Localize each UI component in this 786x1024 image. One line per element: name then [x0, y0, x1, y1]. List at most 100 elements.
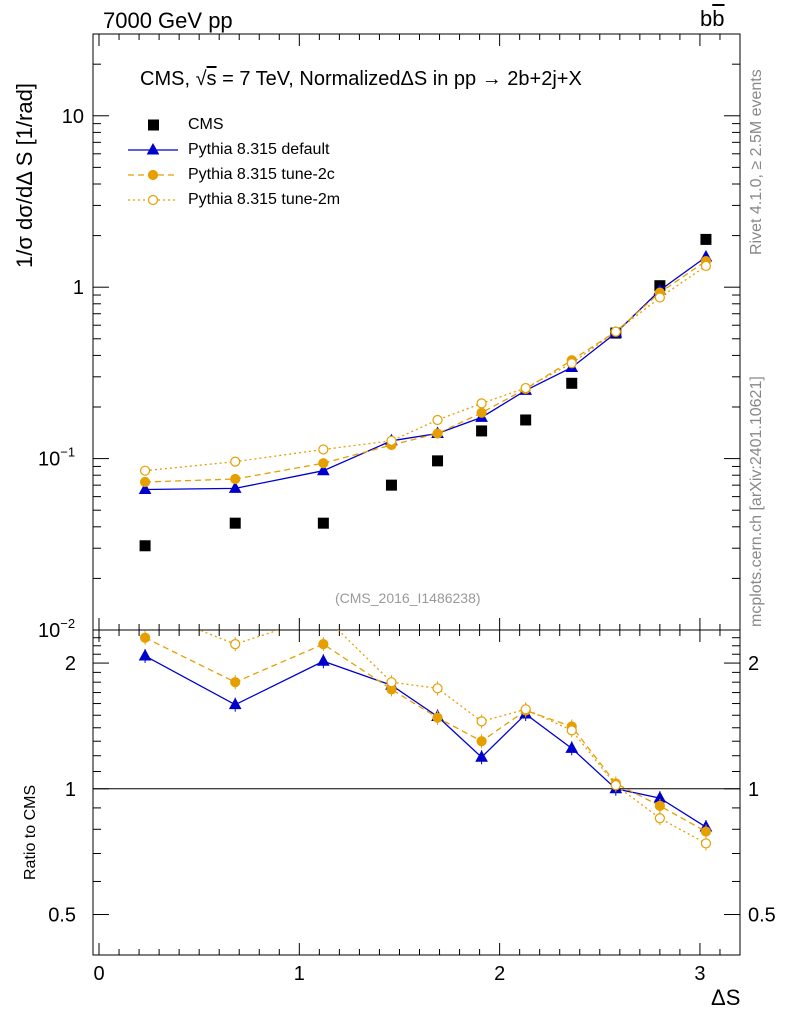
y-tick-label-upper: 1	[73, 277, 84, 299]
tune2c-point-ratio	[700, 826, 712, 837]
y-axis-label-ratio: Ratio to CMS	[22, 784, 39, 880]
y-tick-label-ratio-right: 2	[748, 653, 759, 675]
cms-data-point	[229, 517, 241, 529]
y-axis-label-upper: 1/σ dσ/dΔ S [1/rad]	[12, 83, 37, 268]
legend-label-tune2c: Pythia 8.315 tune-2c	[188, 166, 335, 183]
x-tick-label: 1	[294, 963, 305, 985]
tune2m-line-upper	[145, 265, 707, 472]
legend-label-cms: CMS	[188, 116, 224, 133]
tune2m-point-upper	[139, 465, 151, 476]
y-tick-label-ratio-right: 0.5	[748, 905, 776, 927]
default-line-upper	[145, 256, 707, 491]
cms-data-point	[520, 414, 532, 426]
tune2m-point-upper	[610, 326, 621, 337]
tune2c-point-upper	[318, 458, 329, 469]
default-point-ratio	[228, 697, 242, 710]
collision-energy-label: 7000 GeV pp	[103, 8, 233, 33]
legend	[128, 119, 178, 206]
cms-data-point	[139, 540, 151, 552]
legend-marker-tune2m	[147, 194, 159, 206]
tune2c-point-ratio	[139, 632, 151, 643]
tune2m-point-upper	[386, 435, 397, 446]
tune2c-point-upper	[139, 476, 151, 488]
cms-data-point	[476, 425, 488, 437]
tune2m-point-upper	[654, 292, 665, 303]
ratio-panel-series	[138, 604, 713, 851]
cms-data-point	[700, 233, 712, 245]
default-line-ratio	[144, 655, 707, 828]
tune2m-point-ratio	[700, 838, 712, 849]
analysis-id-watermark: (CMS_2016_I1486238)	[335, 590, 481, 606]
tune2c-point-ratio	[230, 677, 241, 688]
x-tick-label: 2	[494, 963, 505, 985]
legend-marker-tune2c	[147, 169, 159, 181]
ratio-panel-frame	[92, 629, 741, 956]
tune2m-point-ratio	[654, 813, 665, 824]
tune2c-point-upper	[476, 407, 487, 418]
tune2m-point-upper	[520, 382, 531, 394]
upper-panel-series	[138, 233, 713, 552]
tune2m-line-ratio	[197, 630, 707, 844]
default-point-ratio	[138, 648, 152, 661]
tune2m-point-upper	[230, 456, 241, 467]
tune2m-point-ratio	[566, 725, 577, 736]
tune2m-point-upper	[700, 260, 712, 272]
legend-marker-default	[146, 142, 160, 155]
cms-data-point	[566, 377, 578, 389]
axis-ticks	[93, 33, 741, 956]
x-axis-label: ΔS	[711, 985, 741, 1010]
cms-data-point	[385, 479, 397, 491]
default-point-upper	[317, 463, 330, 476]
legend-label-default: Pythia 8.315 default	[188, 141, 330, 158]
y-tick-label-exponent: −1	[60, 445, 75, 460]
y-tick-label-base: 1	[73, 277, 84, 299]
tune2c-point-ratio	[432, 712, 443, 723]
tune2m-point-ratio	[520, 704, 531, 715]
y-tick-label-ratio: 0.5	[48, 905, 76, 927]
chart-title: CMS, √s = 7 TeV, NormalizedΔS in pp → 2b…	[140, 68, 582, 90]
default-point-upper	[138, 482, 152, 495]
tune2m-point-upper	[566, 358, 577, 369]
tune2m-point-ratio	[141, 604, 150, 613]
cms-data-point	[317, 517, 329, 529]
default-point-ratio	[475, 750, 488, 762]
y-tick-label-ratio: 1	[65, 779, 76, 801]
tune2c-line-ratio	[144, 637, 707, 833]
tune2m-point-ratio	[386, 677, 397, 688]
y-tick-label-upper: 10−2	[38, 616, 75, 642]
process-label: bb	[700, 6, 725, 32]
process-bbar: b	[712, 6, 725, 31]
y-tick-label-upper: 10−1	[38, 445, 75, 471]
tune2c-point-upper	[432, 428, 443, 439]
y-tick-label-base: 10	[38, 449, 60, 471]
y-tick-label-base: 10	[38, 620, 60, 642]
tune2c-line-upper	[145, 260, 707, 483]
tune2m-point-ratio	[432, 683, 443, 694]
y-tick-label-ratio-right: 1	[748, 779, 759, 801]
tune2c-point-ratio	[654, 800, 665, 812]
tune2m-point-upper	[476, 398, 487, 409]
legend-marker-cms	[148, 119, 159, 131]
tune2m-point-ratio	[610, 780, 621, 791]
y-tick-label-exponent: −2	[60, 616, 75, 631]
tune2m-point-ratio	[319, 611, 328, 620]
legend-label-tune2m: Pythia 8.315 tune-2m	[188, 191, 341, 208]
tune2m-point-upper	[318, 444, 329, 455]
tune2c-point-ratio	[476, 736, 487, 747]
tune2m-point-upper	[432, 414, 443, 426]
tune2c-point-upper	[230, 473, 241, 485]
y-tick-label-ratio: 2	[65, 653, 76, 675]
y-tick-label-base: 10	[62, 106, 84, 128]
process-b: b	[700, 6, 713, 31]
tune2c-point-ratio	[318, 639, 329, 650]
mcplots-source-label: mcplots.cern.ch [arXiv:2401.10621]	[748, 376, 765, 627]
y-tick-label-upper: 10	[62, 106, 84, 128]
tune2m-point-ratio	[476, 716, 487, 727]
cms-data-point	[432, 455, 444, 467]
rivet-version-label: Rivet 4.1.0, ≥ 2.5M events	[748, 69, 765, 255]
default-point-ratio	[565, 741, 579, 753]
default-point-upper	[228, 481, 242, 493]
x-tick-label: 3	[694, 963, 705, 985]
